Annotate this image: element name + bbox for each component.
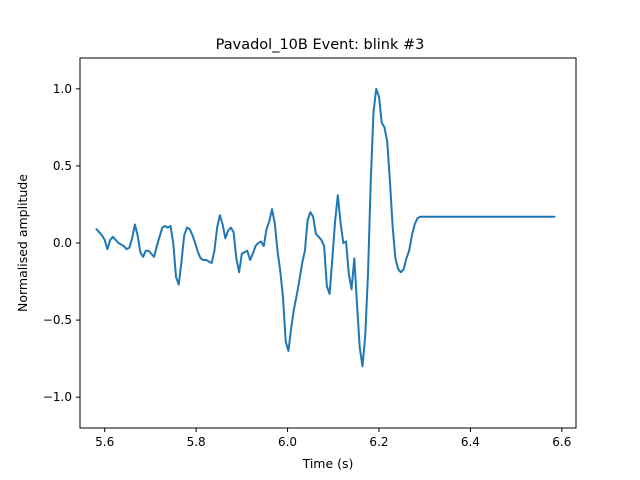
x-axis-label: Time (s): [302, 456, 354, 471]
y-tick-label: 1.0: [53, 82, 72, 96]
y-tick-label: 0.0: [53, 236, 72, 250]
x-axis: 5.6 5.8 6.0 6.2 6.4 6.6: [95, 428, 571, 449]
y-axis-label: Normalised amplitude: [15, 174, 30, 312]
x-tick-label: 5.8: [187, 435, 206, 449]
x-tick-label: 6.2: [369, 435, 388, 449]
y-tick-label: 0.5: [53, 159, 72, 173]
plot-area: [95, 87, 556, 368]
series-line: [95, 87, 556, 368]
chart-title: Pavadol_10B Event: blink #3: [216, 37, 425, 53]
y-axis: 1.0 0.5 0.0 −0.5 −1.0: [43, 82, 80, 404]
x-tick-label: 5.6: [95, 435, 114, 449]
x-tick-label: 6.6: [552, 435, 571, 449]
plot-frame: [79, 57, 577, 429]
x-tick-label: 6.0: [278, 435, 297, 449]
y-tick-label: −1.0: [43, 390, 72, 404]
x-tick-label: 6.4: [461, 435, 480, 449]
y-tick-label: −0.5: [43, 313, 72, 327]
